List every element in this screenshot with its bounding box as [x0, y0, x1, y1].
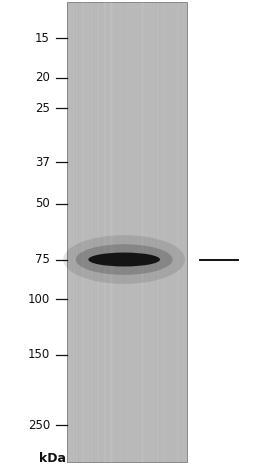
Text: kDa: kDa	[39, 453, 66, 465]
Ellipse shape	[88, 253, 160, 266]
Bar	[67, 2, 187, 462]
Text: 20: 20	[35, 71, 50, 84]
Ellipse shape	[76, 244, 173, 275]
Text: 250: 250	[28, 418, 50, 431]
Text: 50: 50	[35, 197, 50, 210]
Text: 75: 75	[35, 253, 50, 266]
Text: 25: 25	[35, 102, 50, 115]
Text: 100: 100	[28, 292, 50, 306]
Ellipse shape	[63, 235, 185, 284]
Text: 150: 150	[28, 348, 50, 361]
Text: 15: 15	[35, 32, 50, 45]
Text: 37: 37	[35, 156, 50, 169]
